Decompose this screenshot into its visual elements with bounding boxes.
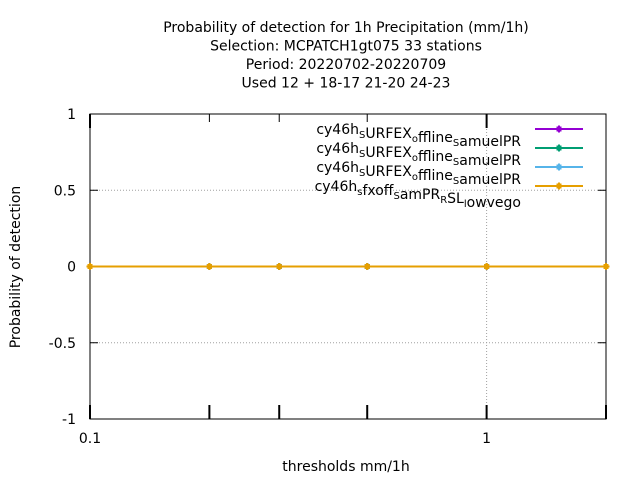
legend-label: cy46hSURFEXofflineSamuelPR <box>316 122 521 150</box>
data-point <box>86 263 94 270</box>
chart-title: Probability of detection for 1h Precipit… <box>163 20 529 92</box>
series-lines <box>86 263 610 270</box>
y-tick-label: 0 <box>67 260 76 276</box>
y-tick-label: -1 <box>62 412 76 428</box>
legend: cy46hSURFEXofflineSamuelPRcy46hSURFEXoff… <box>315 122 583 211</box>
y-tick-label: 0.5 <box>54 183 76 199</box>
data-point <box>205 263 213 270</box>
data-point <box>555 144 563 152</box>
x-axis-label: thresholds mm/1h <box>282 459 409 475</box>
data-point <box>555 163 563 171</box>
legend-label: cy46hSURFEXofflineSamuelPR <box>316 160 521 188</box>
title-line: Used 12 + 18-17 21-20 24-23 <box>242 76 451 92</box>
y-tick-label: 1 <box>67 107 76 123</box>
data-point <box>483 263 491 270</box>
legend-label: cy46hsfxoffSamPRRSLlowvego <box>315 179 521 211</box>
y-axis-label: Probability of detection <box>8 186 24 349</box>
data-point <box>275 263 283 270</box>
legend-label: cy46hSURFEXofflineSamuelPR <box>316 141 521 169</box>
data-point <box>555 125 563 133</box>
data-point <box>555 182 563 190</box>
title-line: Selection: MCPATCH1gt075 33 stations <box>210 39 482 55</box>
y-tick-label: -0.5 <box>49 336 76 352</box>
data-point <box>602 263 610 270</box>
x-tick-label: 1 <box>482 431 491 447</box>
title-line: Period: 20220702-20220709 <box>246 57 446 73</box>
axes: -1 -0.5 0 0.5 1 0.1 1 <box>49 107 607 447</box>
title-line: Probability of detection for 1h Precipit… <box>163 20 529 36</box>
x-tick-label: 0.1 <box>79 431 101 447</box>
data-point <box>363 263 371 270</box>
